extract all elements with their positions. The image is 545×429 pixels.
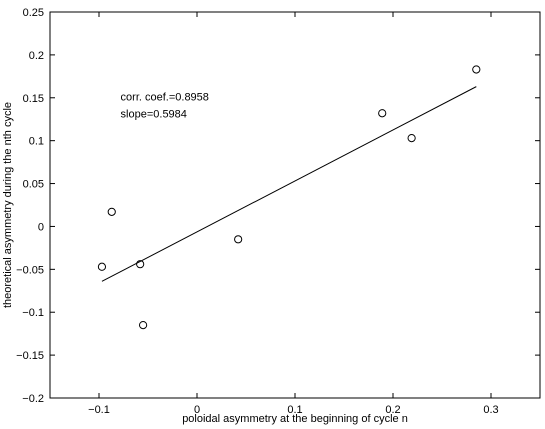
data-point (407, 133, 416, 143)
y-tick-label: 0.2 (29, 50, 44, 62)
annotation-text: corr. coef.=0.8958 (121, 91, 209, 103)
y-tick-label: −0.05 (16, 264, 44, 276)
x-tick-label: −0.1 (88, 404, 110, 416)
x-tick-label: 0.1 (287, 404, 302, 416)
y-axis-label: theoretical asymmetry during the nth cyc… (2, 102, 14, 308)
x-tick-label: 0.2 (385, 404, 400, 416)
y-tick-label: 0.1 (29, 136, 44, 148)
x-tick-label: 0.3 (483, 404, 498, 416)
y-tick-label: −0.15 (16, 350, 44, 362)
data-point (107, 207, 116, 216)
data-points (97, 65, 481, 330)
data-point (234, 235, 243, 244)
y-tick-label: 0.05 (23, 179, 44, 191)
annotations: corr. coef.=0.8958 slope=0.5984 (121, 91, 209, 120)
data-point (139, 320, 148, 330)
data-point (97, 262, 107, 271)
y-tick-label: 0 (38, 221, 44, 233)
data-point (136, 260, 145, 269)
x-axis-label: poloidal asymmetry at the beginning of c… (182, 413, 408, 425)
regression-line (101, 86, 477, 282)
tick-labels: −0.1 0 0.1 0.2 0.3 −0.2 −0.15 −0.1 −0.05 0 0.05 0.1… (16, 7, 498, 416)
data-point (378, 109, 387, 118)
y-tick-label: 0.15 (23, 93, 44, 105)
y-tick-label: 0.25 (23, 7, 44, 19)
axis-ticks (50, 11, 540, 399)
y-tick-label: −0.1 (22, 307, 44, 319)
x-tick-label: 0 (194, 404, 200, 416)
plot-area (49, 11, 541, 399)
data-point (472, 65, 481, 74)
y-tick-label: −0.2 (22, 393, 44, 405)
annotation-text: slope=0.5984 (121, 109, 187, 121)
